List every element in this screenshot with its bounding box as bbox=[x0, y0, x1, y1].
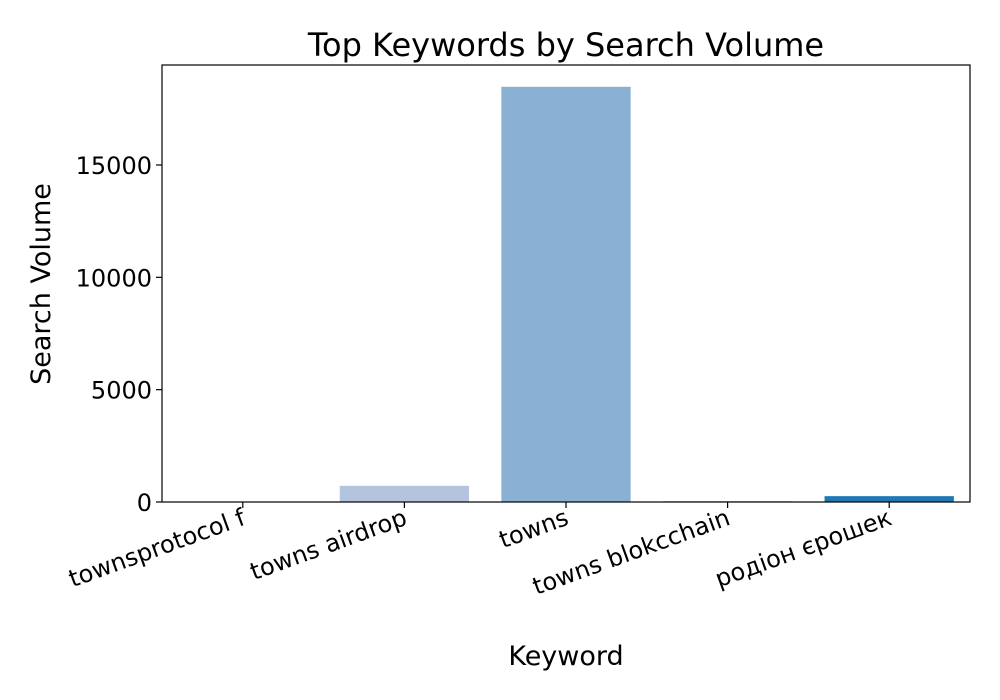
x-tick-label-1: towns airdrop bbox=[246, 503, 410, 586]
bar-group bbox=[178, 86, 954, 503]
y-tick-label-2: 10000 bbox=[76, 264, 152, 292]
x-tick-label-2: towns bbox=[495, 503, 572, 554]
x-tick-label-4: родіон єрошек bbox=[711, 503, 895, 593]
y-tick-label-3: 15000 bbox=[76, 152, 152, 180]
y-axis-ticks: 0 5000 10000 15000 bbox=[76, 152, 162, 517]
x-axis-label: Keyword bbox=[508, 641, 623, 672]
y-axis-label: Search Volume bbox=[26, 183, 57, 385]
plot-area-frame bbox=[161, 64, 971, 503]
bar-1 bbox=[339, 485, 470, 502]
x-tick-label-0: townsprotocol f bbox=[65, 503, 249, 593]
y-tick-label-1: 5000 bbox=[91, 377, 152, 405]
y-tick-label-0: 0 bbox=[137, 489, 152, 517]
chart-title: Top Keywords by Search Volume bbox=[307, 26, 824, 64]
bar-4 bbox=[824, 496, 954, 502]
bar-2 bbox=[501, 86, 631, 503]
